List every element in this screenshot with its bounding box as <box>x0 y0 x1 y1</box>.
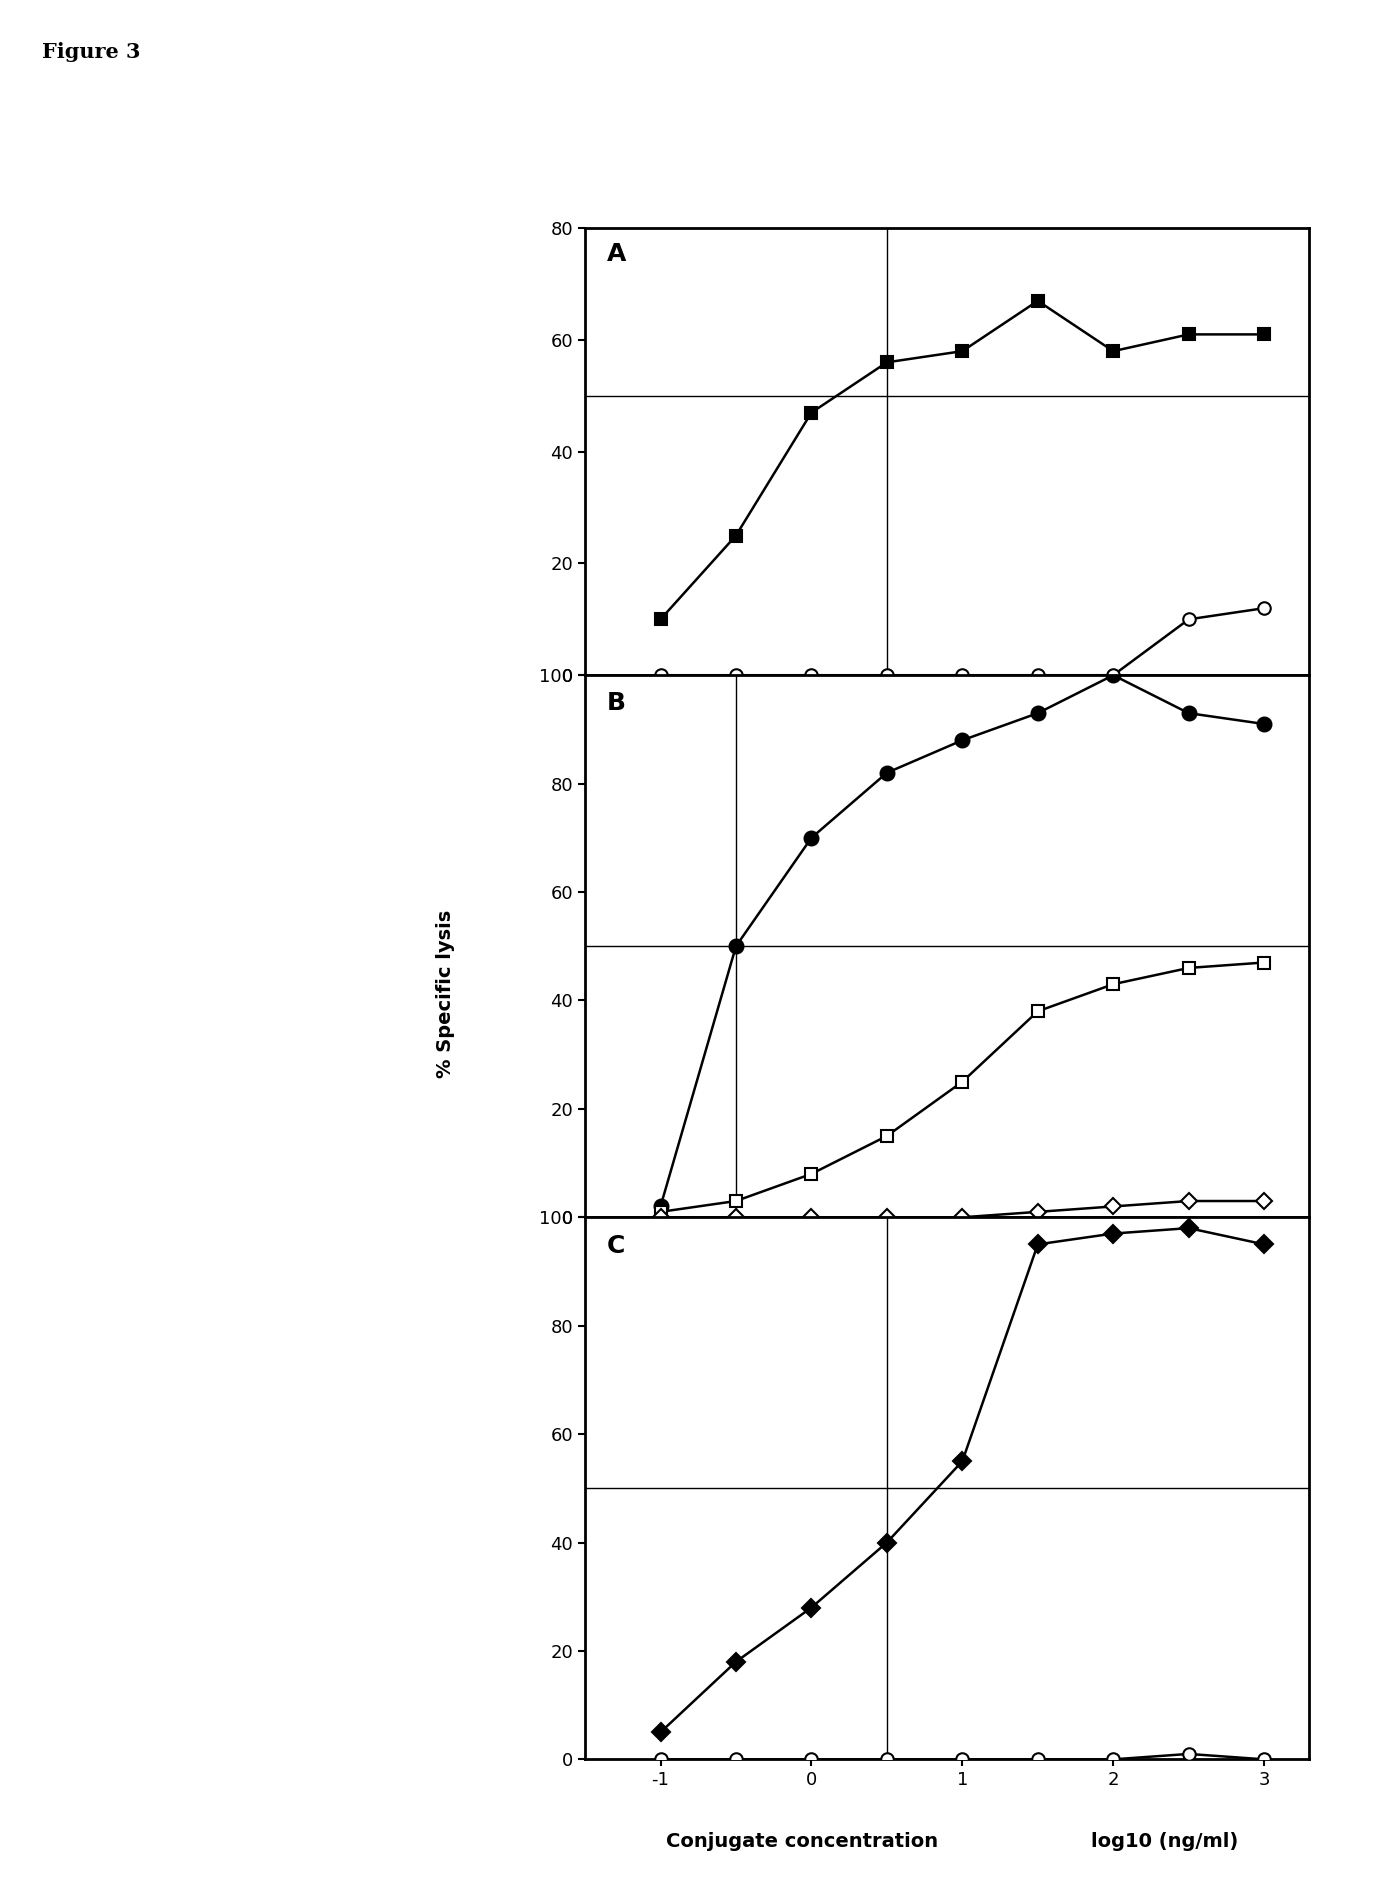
Text: Conjugate concentration: Conjugate concentration <box>666 1832 939 1851</box>
Text: Figure 3: Figure 3 <box>42 42 141 63</box>
Text: log10 (ng/ml): log10 (ng/ml) <box>1091 1832 1238 1851</box>
Text: C: C <box>607 1234 625 1257</box>
Text: % Specific lysis: % Specific lysis <box>436 909 456 1078</box>
Text: B: B <box>607 692 625 715</box>
Text: A: A <box>607 242 627 266</box>
